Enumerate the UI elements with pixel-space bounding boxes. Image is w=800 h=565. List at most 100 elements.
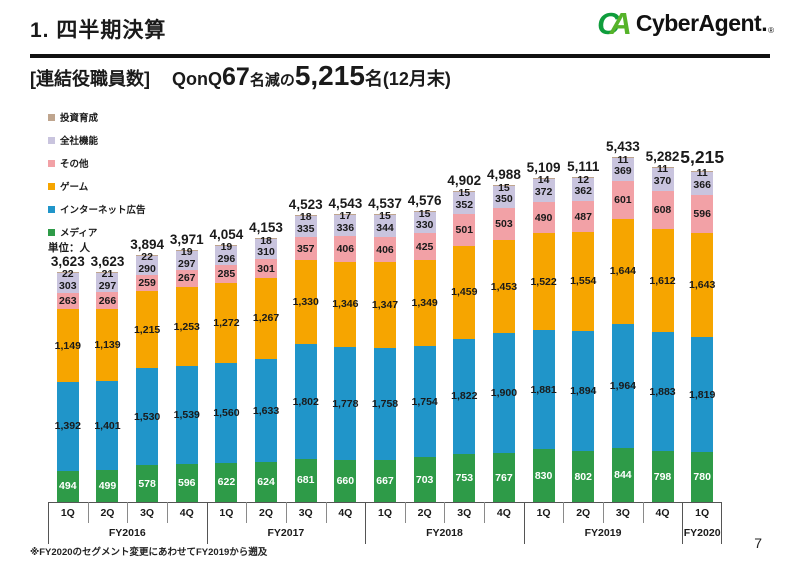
bar-segment [255, 358, 278, 463]
segment-value-label: 1,612 [649, 274, 676, 287]
bar-segment [453, 214, 476, 246]
segment-value-label: 406 [376, 243, 394, 256]
bar-segment [294, 237, 317, 260]
bar-segment [691, 171, 714, 195]
bar-segment [492, 186, 515, 209]
bar-segment [532, 329, 555, 450]
segment-value-label: 303 [59, 279, 77, 292]
segment-value-label: 681 [296, 474, 315, 487]
axis-quarter-tick [642, 502, 644, 523]
bar-stack: 21 297 266 1,139 1,401 499 3,623 [91, 254, 124, 502]
bar-segment [215, 462, 238, 502]
segment-value-label: 1,392 [54, 420, 81, 433]
segment-value-label: 1,643 [689, 278, 716, 291]
bar-segment [175, 286, 198, 367]
segment-value-label: 297 [177, 257, 196, 270]
segment-value-label: 1,539 [173, 409, 200, 422]
segment-value-label: 344 [376, 221, 394, 234]
segment-value-label: 487 [574, 210, 592, 223]
bar-segment [255, 239, 278, 260]
bar-segment [691, 336, 714, 453]
bar-segment [453, 245, 476, 339]
axis-quarter-tick [87, 502, 89, 523]
axis-quarter-label: 3Q [140, 507, 155, 519]
bar-segment [56, 273, 79, 293]
segment-value-label: 753 [455, 472, 474, 485]
segment-value-label: 1,401 [94, 419, 121, 432]
segment-value-label: 17 [339, 210, 352, 223]
bar-stack: 11 370 608 1,612 1,883 798 5,282 [646, 149, 679, 502]
bar-segment [611, 219, 634, 324]
bar-segment [453, 338, 476, 455]
segment-value-label: 330 [415, 219, 434, 232]
segment-value-label: 1,633 [252, 404, 280, 417]
bar-segment [651, 451, 674, 502]
axis-quarter-tick [246, 502, 248, 523]
bar-total-label: 4,523 [288, 196, 323, 212]
bar-segment [611, 323, 634, 449]
bar-segment [572, 177, 595, 179]
segment-value-label: 1,754 [411, 395, 438, 408]
segment-value-label: 1,554 [570, 275, 597, 288]
page-number: 7 [754, 535, 762, 551]
segment-value-label: 425 [415, 240, 434, 253]
bar-segment [572, 330, 595, 452]
bar-segment [294, 458, 317, 502]
bar-segment [572, 451, 595, 502]
subtitle-mid-text: 名減の [249, 72, 295, 89]
segment-value-label: 22 [61, 268, 74, 281]
bar-segment [492, 240, 515, 333]
legend-swatch-icon [48, 159, 55, 167]
bar-segment [175, 269, 198, 287]
segment-value-label: 14 [537, 174, 550, 187]
bar-segment [96, 273, 119, 293]
bar-segment [334, 214, 357, 236]
segment-value-label: 18 [260, 234, 272, 247]
segment-value-label: 1,253 [173, 320, 200, 333]
bar-segment [175, 366, 198, 465]
bar-stack: 11 369 601 1,644 1,964 844 5,433 [606, 139, 640, 502]
axis-quarter-label: 1Q [377, 507, 392, 519]
bar-segment [413, 260, 436, 346]
segment-value-label: 578 [138, 477, 156, 490]
bar-segment [413, 212, 436, 234]
bar-total-label: 4,543 [328, 195, 363, 211]
plot-area: 22 303 263 1,149 1,392 494 3,623 21 297 266 1,139 1… [48, 108, 724, 502]
axis-group-separator [682, 502, 684, 544]
bar-stack: 19 296 285 1,272 1,560 622 4,054 [210, 227, 243, 502]
bar-segment [374, 213, 396, 215]
bar-segment [334, 460, 357, 502]
segment-value-label: 798 [653, 470, 672, 483]
bar-segment [96, 470, 119, 502]
segment-value-label: 11 [617, 153, 629, 166]
segment-value-label: 285 [217, 267, 236, 280]
bar-total-label: 4,902 [447, 172, 482, 188]
stacked-bar-chart: 22 303 263 1,149 1,392 494 3,623 21 297 266 1,139 1… [48, 108, 724, 548]
bar-total-label: 4,537 [368, 195, 402, 211]
bar-segment [255, 259, 278, 279]
bar-segment [691, 232, 714, 337]
bar-total-label: 4,988 [487, 167, 521, 183]
axis-group-separator [206, 502, 208, 544]
bar-total-label: 5,282 [645, 148, 680, 164]
segment-value-label: 11 [656, 163, 669, 176]
bar-segment [255, 278, 278, 359]
segment-value-label: 370 [653, 174, 672, 187]
bar-segment [611, 181, 634, 220]
legend-label: ゲーム [60, 182, 89, 193]
bar-segment [492, 185, 515, 187]
cyberagent-logo: CA CyberAgent. ® [597, 8, 774, 39]
bar-segment [255, 462, 278, 502]
segment-value-label: 1,459 [451, 286, 478, 299]
segment-value-label: 15 [418, 207, 431, 220]
segment-value-label: 1,272 [213, 317, 240, 330]
segment-value-label: 1,758 [371, 397, 399, 410]
bar-segment [96, 292, 119, 310]
segment-value-label: 1,522 [530, 275, 557, 288]
axis-quarter-label: 1Q [536, 507, 551, 519]
registered-mark: ® [768, 26, 774, 35]
axis-quarter-tick [603, 502, 605, 523]
bar-segment [611, 157, 634, 182]
segment-value-label: 1,802 [292, 395, 319, 408]
segment-value-label: 1,139 [94, 339, 121, 352]
